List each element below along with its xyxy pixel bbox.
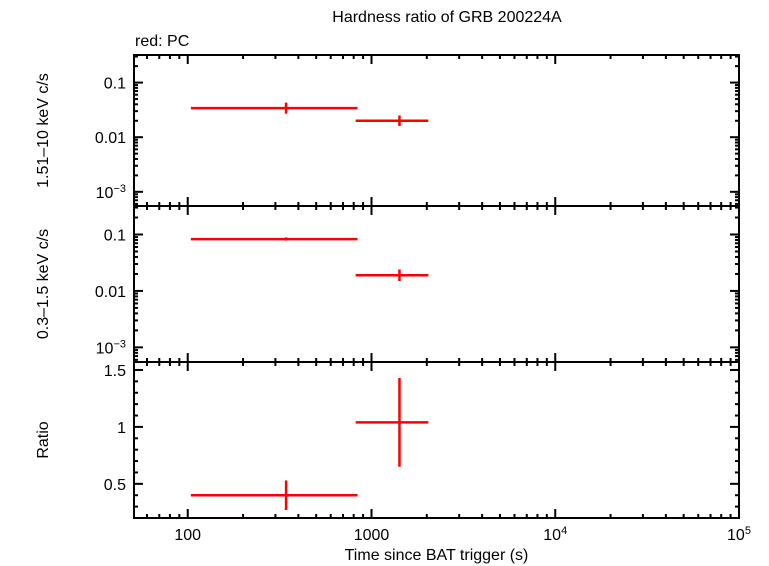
panel-frame [133,361,740,519]
data-point [355,377,429,467]
y-tick-label: 0.01 [95,130,126,147]
panel-frame [133,205,740,363]
y-tick-label: 0.1 [104,76,126,93]
labels-layer: 0.1 0.01 10−3 1.51–10 keV c/s 0.1 0.01 10−3 0.3… [35,73,751,564]
data-point [190,480,358,511]
y-tick-label: 0.1 [104,228,126,245]
data-point [355,269,429,281]
x-tick-label: 100 [174,527,201,544]
x-tick-exponent: 4 [561,525,567,537]
y-tick-label: 10−3 [96,183,126,202]
y-tick-label: 0.01 [95,284,126,301]
chart-title: Hardness ratio of GRB 200224A [332,9,562,26]
x-tick-label: 104 [543,525,567,544]
y-tick-exponent: −3 [113,338,126,350]
y-tick-label: 0.5 [104,477,126,494]
y-axis-label: 0.3–1.5 keV c/s [35,229,52,339]
data-point [190,102,358,114]
x-axis-label: Time since BAT trigger (s) [345,547,529,564]
panel-frame [133,54,740,207]
y-tick-label: 10−3 [96,338,126,357]
data-layer [190,102,429,511]
y-tick-exponent: −3 [113,183,126,195]
y-tick-label: 1 [117,420,126,437]
x-tick-label: 1000 [354,527,390,544]
x-tick-label: 105 [727,525,751,544]
y-axis-label: 1.51–10 keV c/s [35,73,52,188]
y-tick-label: 1.5 [104,363,126,380]
x-tick-exponent: 5 [745,525,751,537]
data-point [190,237,358,241]
chart-subtitle: red: PC [135,33,190,50]
data-point [355,115,429,127]
y-axis-label: Ratio [35,421,52,458]
axes-layer [133,54,740,519]
